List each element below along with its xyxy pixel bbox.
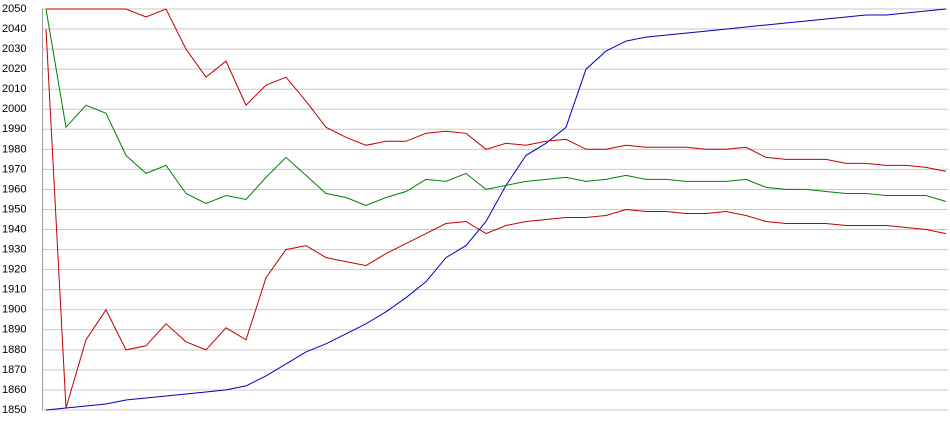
y-tick-label: 1850 bbox=[2, 404, 26, 416]
y-tick-label: 1920 bbox=[2, 264, 26, 276]
y-tick-label: 2050 bbox=[2, 3, 26, 15]
y-tick-label: 1970 bbox=[2, 163, 26, 175]
series-line bbox=[45, 29, 947, 409]
y-tick-label: 2040 bbox=[2, 23, 26, 35]
y-tick-label: 1890 bbox=[2, 324, 26, 336]
y-tick-label: 1940 bbox=[2, 223, 26, 235]
series-line bbox=[45, 8, 947, 411]
y-tick-label: 2010 bbox=[2, 83, 26, 95]
y-tick-label: 1930 bbox=[2, 244, 26, 256]
y-tick-label: 1990 bbox=[2, 123, 26, 135]
y-tick-label: 1910 bbox=[2, 284, 26, 296]
y-tick-label: 1980 bbox=[2, 143, 26, 155]
y-tick-label: 1860 bbox=[2, 384, 26, 396]
y-tick-label: 2020 bbox=[2, 63, 26, 75]
y-tick-label: 2030 bbox=[2, 43, 26, 55]
y-tick-label: 1880 bbox=[2, 344, 26, 356]
y-tick-label: 1870 bbox=[2, 364, 26, 376]
y-tick-label: 2000 bbox=[2, 103, 26, 115]
y-tick-label: 1960 bbox=[2, 183, 26, 195]
y-tick-label: 1950 bbox=[2, 203, 26, 215]
series-line bbox=[46, 8, 947, 172]
series-line bbox=[45, 8, 947, 207]
y-tick-label: 1900 bbox=[2, 304, 26, 316]
